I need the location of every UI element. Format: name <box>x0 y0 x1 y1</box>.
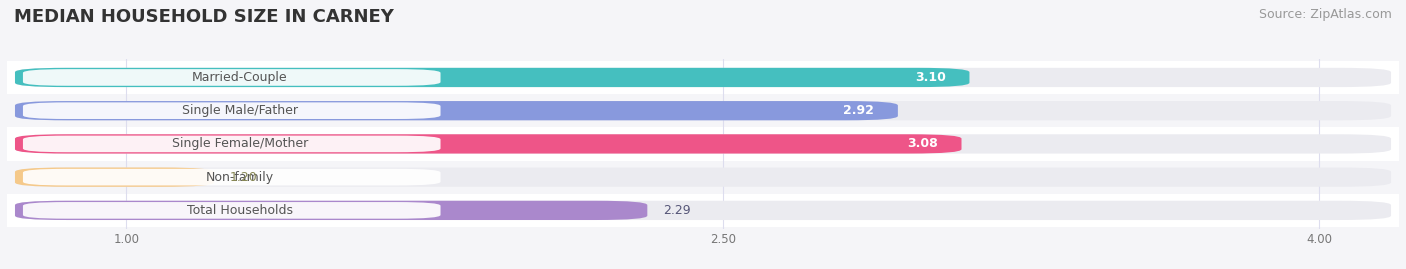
FancyBboxPatch shape <box>15 134 1391 154</box>
Text: Single Male/Father: Single Male/Father <box>181 104 298 117</box>
FancyBboxPatch shape <box>15 101 1391 120</box>
FancyBboxPatch shape <box>15 168 214 187</box>
FancyBboxPatch shape <box>22 202 440 219</box>
Text: 1.20: 1.20 <box>229 171 257 184</box>
Text: Source: ZipAtlas.com: Source: ZipAtlas.com <box>1258 8 1392 21</box>
FancyBboxPatch shape <box>15 168 1391 187</box>
FancyBboxPatch shape <box>15 134 962 154</box>
FancyBboxPatch shape <box>7 94 1399 127</box>
Text: Single Female/Mother: Single Female/Mother <box>172 137 308 150</box>
Text: MEDIAN HOUSEHOLD SIZE IN CARNEY: MEDIAN HOUSEHOLD SIZE IN CARNEY <box>14 8 394 26</box>
FancyBboxPatch shape <box>22 136 440 152</box>
FancyBboxPatch shape <box>7 61 1399 94</box>
Text: Married-Couple: Married-Couple <box>191 71 287 84</box>
FancyBboxPatch shape <box>15 68 970 87</box>
FancyBboxPatch shape <box>22 169 440 185</box>
FancyBboxPatch shape <box>7 194 1399 227</box>
FancyBboxPatch shape <box>15 201 647 220</box>
Text: 3.08: 3.08 <box>907 137 938 150</box>
Text: Total Households: Total Households <box>187 204 292 217</box>
Text: 2.29: 2.29 <box>664 204 690 217</box>
FancyBboxPatch shape <box>22 102 440 119</box>
FancyBboxPatch shape <box>15 68 1391 87</box>
Text: 2.92: 2.92 <box>844 104 875 117</box>
Text: Non-family: Non-family <box>205 171 274 184</box>
Text: 3.10: 3.10 <box>915 71 946 84</box>
FancyBboxPatch shape <box>15 101 898 120</box>
FancyBboxPatch shape <box>15 201 1391 220</box>
FancyBboxPatch shape <box>7 161 1399 194</box>
FancyBboxPatch shape <box>7 127 1399 161</box>
FancyBboxPatch shape <box>22 69 440 86</box>
